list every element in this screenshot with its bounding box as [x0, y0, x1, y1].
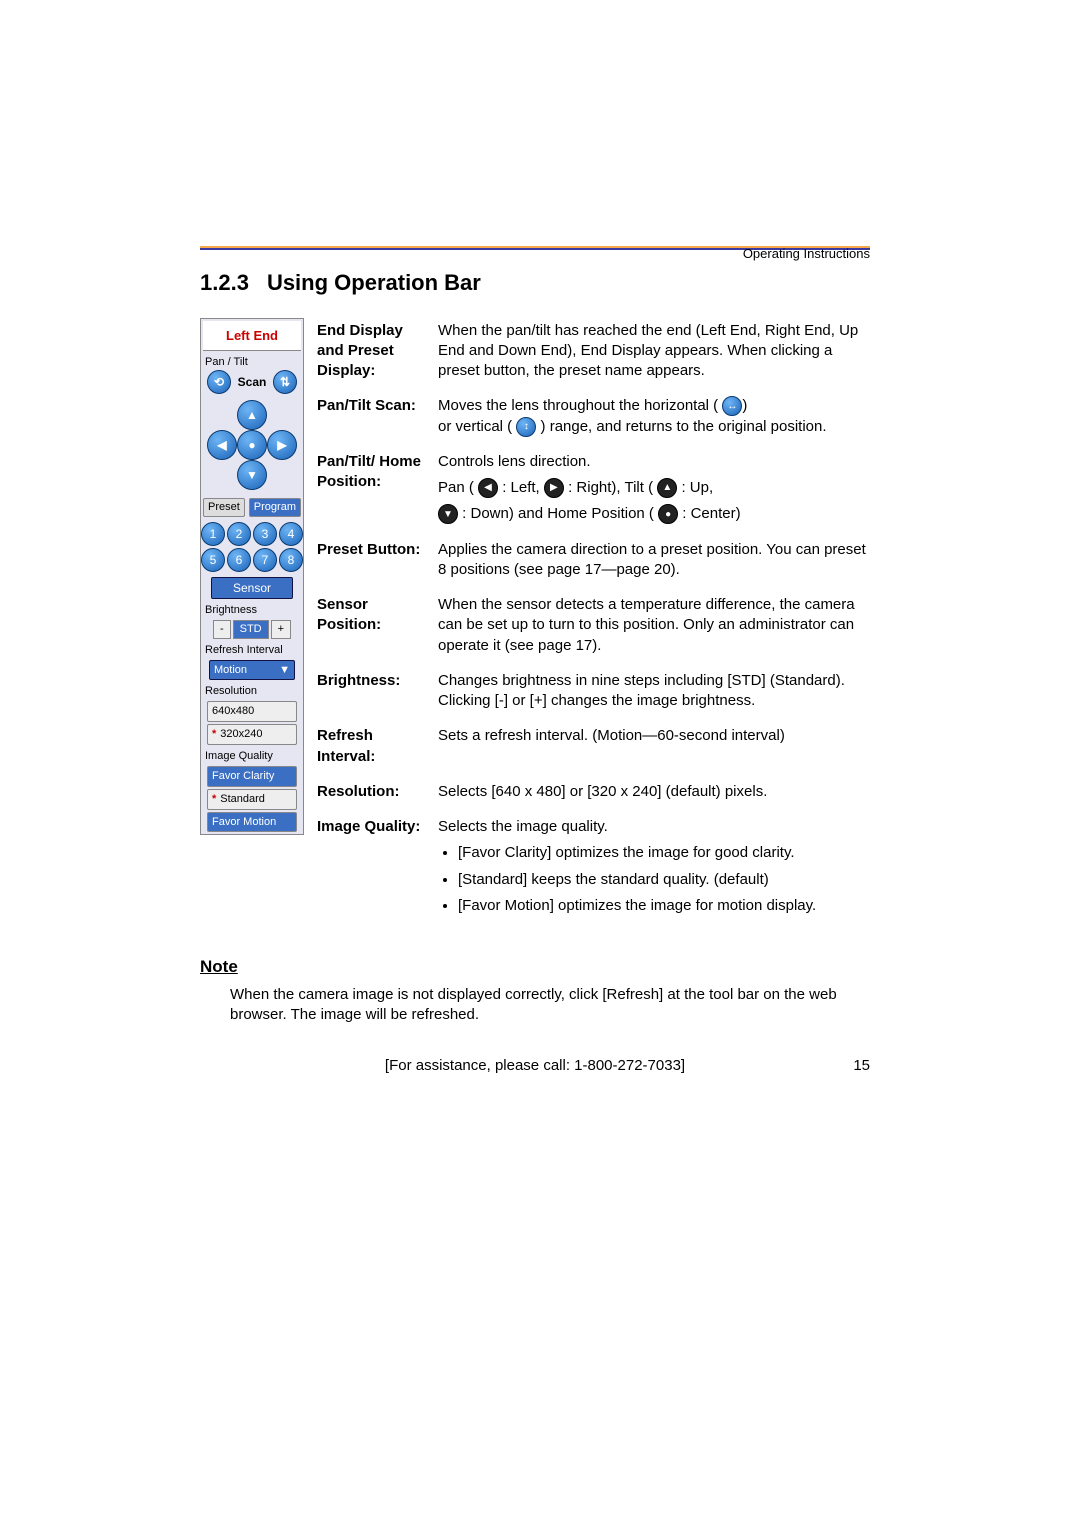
tilt-up-glyph-icon: ▲	[657, 478, 677, 498]
refresh-value: Motion	[214, 663, 247, 678]
section-title: 1.2.3 Using Operation Bar	[200, 268, 870, 298]
iq-label: Image Quality	[201, 749, 303, 764]
desc-brightness: Changes brightness in nine steps includi…	[437, 670, 868, 724]
section-heading: Using Operation Bar	[267, 268, 481, 298]
resolution-label: Resolution	[201, 684, 303, 699]
header-right: Operating Instructions	[743, 245, 870, 263]
footer: [For assistance, please call: 1-800-272-…	[200, 1056, 870, 1076]
tilt-down-icon[interactable]: ▼	[237, 460, 267, 490]
tilt-up-icon[interactable]: ▲	[237, 400, 267, 430]
preset-6[interactable]: 6	[227, 548, 251, 572]
lbl-sensor: Sensor Position:	[316, 594, 435, 668]
lbl-resolution: Resolution:	[316, 781, 435, 814]
preset-8[interactable]: 8	[279, 548, 303, 572]
sensor-button[interactable]: Sensor	[211, 577, 293, 599]
tilt-down-glyph-icon: ▼	[438, 504, 458, 524]
desc-pantilt-home: Controls lens direction. Pan ( ◀ : Left,…	[437, 451, 868, 537]
res-640[interactable]: 640x480	[207, 701, 297, 722]
lbl-end-display: End Display and Preset Display:	[316, 320, 435, 394]
desc-refresh: Sets a refresh interval. (Motion—60-seco…	[437, 725, 868, 779]
program-tab[interactable]: Program	[249, 498, 301, 517]
desc-pantilt-scan: Moves the lens throughout the horizontal…	[437, 395, 868, 449]
tilt-scan-icon[interactable]: ⇅	[273, 370, 297, 394]
lbl-brightness: Brightness:	[316, 670, 435, 724]
pan-left-icon[interactable]: ◀	[207, 430, 237, 460]
refresh-label: Refresh Interval	[201, 643, 303, 658]
brightness-label: Brightness	[201, 603, 303, 618]
desc-iq: Selects the image quality. [Favor Clarit…	[437, 816, 868, 934]
brightness-std[interactable]: STD	[233, 620, 269, 639]
page-number: 15	[853, 1056, 870, 1076]
brightness-minus[interactable]: -	[213, 620, 231, 639]
lbl-pantilt-scan: Pan/Tilt Scan:	[316, 395, 435, 449]
preset-row-2: 5 6 7 8	[201, 547, 303, 573]
scan-label: Scan	[238, 374, 267, 390]
preset-5[interactable]: 5	[201, 548, 225, 572]
operation-bar: Left End Pan / Tilt ⟲ Scan ⇅ ▲ ◀ ● ▶ ▼ P…	[200, 318, 304, 836]
preset-3[interactable]: 3	[253, 522, 277, 546]
iq-bullet-motion: [Favor Motion] optimizes the image for m…	[458, 896, 867, 916]
lbl-pantilt-home: Pan/Tilt/ Home Position:	[316, 451, 435, 537]
lbl-preset: Preset Button:	[316, 539, 435, 593]
horiz-scan-icon: ↔	[722, 396, 742, 416]
lbl-refresh: Refresh Interval:	[316, 725, 435, 779]
note-block: Note When the camera image is not displa…	[200, 956, 870, 1025]
content-row: Left End Pan / Tilt ⟲ Scan ⇅ ▲ ◀ ● ▶ ▼ P…	[200, 318, 870, 937]
desc-sensor: When the sensor detects a temperature di…	[437, 594, 868, 668]
description-table: End Display and Preset Display: When the…	[314, 318, 870, 937]
lbl-iq: Image Quality:	[316, 816, 435, 934]
iq-bullet-clarity: [Favor Clarity] optimizes the image for …	[458, 843, 867, 863]
iq-motion[interactable]: Favor Motion	[207, 812, 297, 833]
pan-left-glyph-icon: ◀	[478, 478, 498, 498]
page: Operating Instructions 1.2.3 Using Opera…	[0, 0, 1080, 1156]
section-number: 1.2.3	[200, 268, 249, 298]
desc-resolution: Selects [640 x 480] or [320 x 240] (defa…	[437, 781, 868, 814]
scan-row: ⟲ Scan ⇅	[201, 370, 303, 396]
chevron-down-icon: ▼	[279, 663, 290, 678]
preset-2[interactable]: 2	[227, 522, 251, 546]
pan-scan-icon[interactable]: ⟲	[207, 370, 231, 394]
preset-tab[interactable]: Preset	[203, 498, 245, 517]
res-320[interactable]: 320x240	[207, 724, 297, 745]
iq-clarity[interactable]: Favor Clarity	[207, 766, 297, 787]
refresh-select[interactable]: Motion ▼	[209, 660, 295, 681]
pad: ▲ ◀ ● ▶ ▼	[201, 396, 303, 494]
preset-tabs: Preset Program	[201, 494, 303, 521]
iq-bullet-standard: [Standard] keeps the standard quality. (…	[458, 870, 867, 890]
iq-standard[interactable]: Standard	[207, 789, 297, 810]
preset-4[interactable]: 4	[279, 522, 303, 546]
center-glyph-icon: ●	[658, 504, 678, 524]
pan-right-glyph-icon: ▶	[544, 478, 564, 498]
desc-preset: Applies the camera direction to a preset…	[437, 539, 868, 593]
desc-end-display: When the pan/tilt has reached the end (L…	[437, 320, 868, 394]
end-display: Left End	[203, 321, 301, 352]
note-text: When the camera image is not displayed c…	[200, 985, 870, 1026]
pantilt-label: Pan / Tilt	[201, 355, 303, 370]
pan-right-icon[interactable]: ▶	[267, 430, 297, 460]
brightness-controls: - STD +	[201, 620, 303, 639]
assist-text: [For assistance, please call: 1-800-272-…	[385, 1057, 685, 1074]
preset-1[interactable]: 1	[201, 522, 225, 546]
home-icon[interactable]: ●	[237, 430, 267, 460]
brightness-plus[interactable]: +	[271, 620, 291, 639]
preset-row-1: 1 2 3 4	[201, 521, 303, 547]
preset-7[interactable]: 7	[253, 548, 277, 572]
note-heading: Note	[200, 956, 870, 979]
vert-scan-icon: ↕	[516, 417, 536, 437]
